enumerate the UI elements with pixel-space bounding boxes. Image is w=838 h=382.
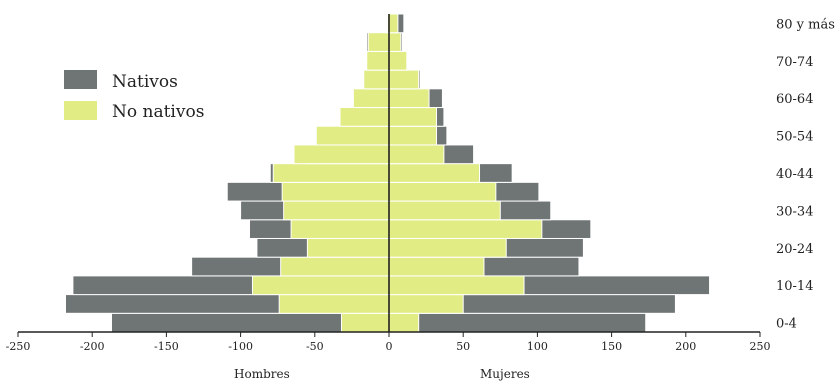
age-label-40-44: 40-44 <box>776 167 813 182</box>
age-label-0-4: 0-4 <box>776 317 797 332</box>
xlabel-hombres: Hombres <box>234 367 290 381</box>
x-tick-label--250: -250 <box>6 340 31 353</box>
x-tick-label-150: 150 <box>601 340 622 353</box>
bar-no-nativos-hombres-65-69 <box>363 69 390 90</box>
bar-no-nativos-hombres-35-39 <box>281 181 390 202</box>
legend: Nativos No nativos <box>64 70 204 122</box>
bar-no-nativos-mujeres-65-69 <box>388 69 420 90</box>
bar-no-nativos-hombres-70-74 <box>366 50 390 71</box>
bar-no-nativos-hombres-60-64 <box>352 88 390 109</box>
bar-no-nativos-mujeres-35-39 <box>388 181 497 202</box>
bar-no-nativos-hombres-0-4 <box>341 312 390 333</box>
bar-no-nativos-mujeres-15-19 <box>388 256 485 277</box>
bar-no-nativos-hombres-45-49 <box>293 144 390 165</box>
bar-no-nativos-mujeres-55-59 <box>388 107 437 127</box>
bar-no-nativos-mujeres-10-14 <box>388 275 525 296</box>
age-label-10-14: 10-14 <box>776 279 813 294</box>
x-tick-label-200: 200 <box>675 340 696 353</box>
bar-no-nativos-mujeres-60-64 <box>388 88 430 109</box>
bar-no-nativos-hombres-30-34 <box>283 200 390 221</box>
x-tick-label--150: -150 <box>154 340 179 353</box>
age-label-70-74: 70-74 <box>776 55 813 70</box>
legend-label-nativos: Nativos <box>112 72 178 92</box>
bar-no-nativos-hombres-10-14 <box>251 275 390 296</box>
x-tick-label--200: -200 <box>80 340 105 353</box>
bar-no-nativos-hombres-40-44 <box>272 163 390 183</box>
x-tick-label-100: 100 <box>527 340 548 353</box>
legend-label-no-nativos: No nativos <box>112 102 204 122</box>
age-label-50-54: 50-54 <box>776 130 813 145</box>
bar-no-nativos-mujeres-75-79 <box>388 32 402 52</box>
age-label-30-34: 30-34 <box>776 204 813 219</box>
legend-swatch-nativos <box>64 70 97 89</box>
bar-no-nativos-hombres-25-29 <box>290 219 390 239</box>
bar-no-nativos-mujeres-70-74 <box>388 50 408 71</box>
axis-layer: 0-4 10-14 20-24 30-34 40-44 50-54 60-64 70-74 80… <box>6 14 835 353</box>
x-tick-label-50: 50 <box>456 340 470 353</box>
bar-no-nativos-mujeres-50-54 <box>388 125 437 146</box>
x-tick-label-0: 0 <box>386 340 393 353</box>
x-tick-label--100: -100 <box>228 340 253 353</box>
bar-no-nativos-hombres-5-9 <box>278 294 390 314</box>
age-label-60-64: 60-64 <box>776 92 813 107</box>
bar-nativos-mujeres-0-4 <box>388 312 647 333</box>
bar-no-nativos-mujeres-5-9 <box>388 294 464 314</box>
bar-no-nativos-mujeres-45-49 <box>388 144 445 165</box>
bar-no-nativos-hombres-15-19 <box>280 256 390 277</box>
bar-no-nativos-hombres-55-59 <box>339 107 390 127</box>
x-tick-label--50: -50 <box>306 340 324 353</box>
bar-no-nativos-hombres-20-24 <box>306 237 390 258</box>
bar-no-nativos-mujeres-40-44 <box>388 163 481 183</box>
bars-layer <box>64 13 711 333</box>
bar-no-nativos-hombres-75-79 <box>367 32 390 52</box>
x-tick-label-250: 250 <box>750 340 771 353</box>
bar-no-nativos-hombres-50-54 <box>315 125 390 146</box>
age-label-20-24: 20-24 <box>776 242 813 257</box>
age-label-80 y más: 80 y más <box>776 17 835 32</box>
bar-no-nativos-mujeres-0-4 <box>388 312 420 333</box>
xlabel-mujeres: Mujeres <box>480 367 530 381</box>
bar-no-nativos-mujeres-20-24 <box>388 237 507 258</box>
bar-no-nativos-mujeres-30-34 <box>388 200 501 221</box>
bar-no-nativos-mujeres-80 y más <box>388 13 399 34</box>
legend-swatch-no-nativos <box>64 101 97 120</box>
bar-no-nativos-mujeres-25-29 <box>388 219 543 239</box>
